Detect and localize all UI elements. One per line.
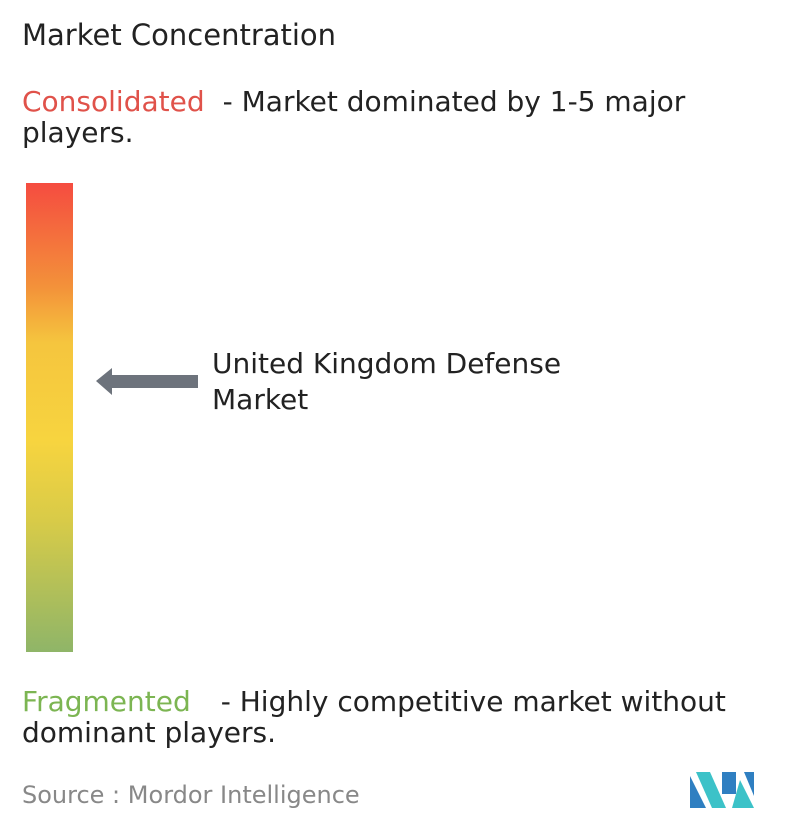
source: Source : Mordor Intelligence — [22, 781, 360, 809]
source-label: Source : — [22, 781, 121, 809]
source-name: Mordor Intelligence — [127, 781, 360, 809]
consolidated-description: - Market dominated by 1-5 major players. — [22, 85, 686, 149]
title: Market Concentration — [22, 18, 337, 52]
arrow — [96, 368, 198, 395]
consolidated-text: Consolidated - Market dominated by 1-5 ma… — [22, 86, 762, 148]
logo-part — [732, 780, 754, 808]
consolidated-label: Consolidated — [22, 85, 205, 118]
logo-part — [696, 772, 726, 808]
arrow-shape — [96, 368, 198, 395]
logo-part — [744, 772, 754, 796]
logo — [690, 772, 754, 808]
fragmented-label: Fragmented — [22, 685, 191, 718]
fragmented-description: - Highly competitive market without domi… — [22, 685, 726, 749]
market-label: United Kingdom Defense Market — [212, 347, 562, 416]
logo-part — [722, 772, 736, 794]
fragmented-text: Fragmented - Highly competitive market wi… — [22, 686, 792, 748]
logo-part — [690, 776, 706, 808]
concentration-bar — [26, 183, 73, 652]
